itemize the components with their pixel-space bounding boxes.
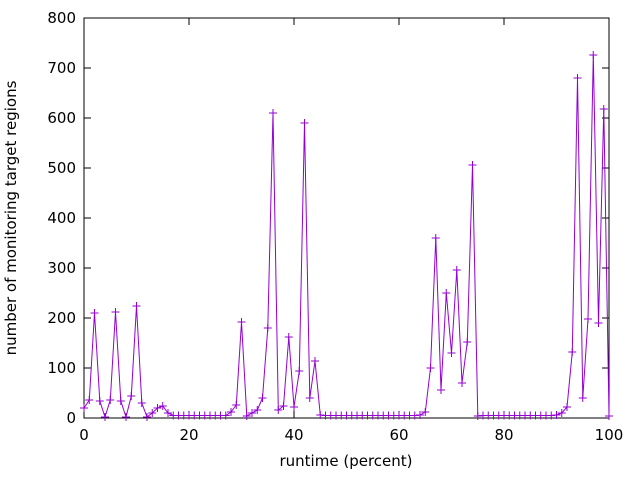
y-tick-label: 500: [47, 159, 76, 177]
tick-labels: 0 20 40 60 80 100 0 100 200 300 400 500 600 700 800: [47, 9, 623, 444]
x-tick-label: 40: [284, 426, 303, 444]
y-tick-label: 600: [47, 109, 76, 127]
y-axis-label: number of monitoring target regions: [2, 80, 20, 355]
y-tick-label: 100: [47, 359, 76, 377]
y-tick-label: 0: [66, 409, 76, 427]
axis-ticks: [83, 17, 610, 419]
x-tick-label: 80: [494, 426, 513, 444]
y-tick-label: 200: [47, 309, 76, 327]
x-tick-label: 20: [179, 426, 198, 444]
y-tick-label: 800: [47, 9, 76, 27]
x-tick-label: 100: [595, 426, 624, 444]
y-tick-label: 300: [47, 259, 76, 277]
x-tick-label: 60: [389, 426, 408, 444]
x-axis-label: runtime (percent): [280, 452, 413, 470]
y-tick-label: 400: [47, 209, 76, 227]
data-series: [80, 51, 613, 421]
y-tick-label: 700: [47, 59, 76, 77]
x-tick-label: 0: [79, 426, 89, 444]
plot-border: [83, 17, 610, 419]
series-line: [83, 54, 610, 419]
